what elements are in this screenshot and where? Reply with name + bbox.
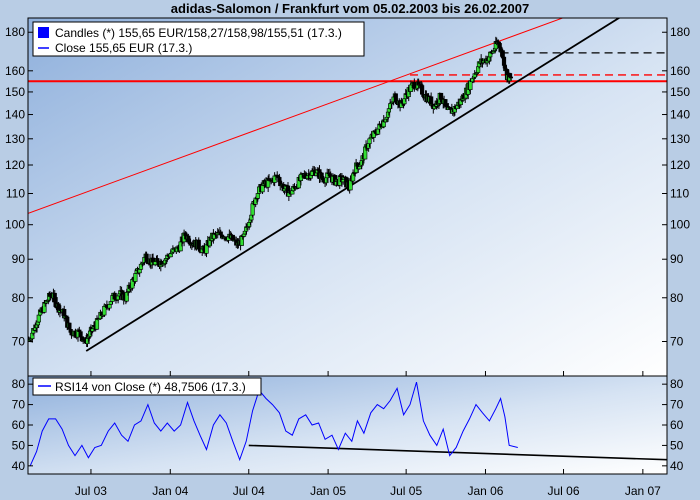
- candle-body: [260, 185, 265, 193]
- rsi-line: [29, 381, 518, 467]
- price-y-axis: 70 70 80 80 90 90 100 100 110 110 120 120 130 130 140 1…: [5, 25, 690, 348]
- chart-title: adidas-Salomon / Frankfurt vom 05.02.200…: [171, 1, 529, 16]
- candlestick-series: [28, 36, 514, 348]
- indicator-legend: RSI14 von Close (*) 48,7506 (17.3.): [32, 377, 262, 396]
- price-y-tick-label-right: 110: [670, 186, 689, 200]
- x-tick-label: Jan 04: [152, 484, 188, 498]
- indicator-y-axis: 40 40 50 50 60 60 70 70 80 80: [12, 377, 684, 473]
- price-panel-background: [28, 18, 667, 376]
- price-y-tick-label-right: 80: [670, 291, 684, 305]
- indicator-y-tick-label-left: 80: [12, 377, 26, 391]
- indicator-y-tick-label-right: 80: [670, 377, 684, 391]
- x-tick-label: Jul 06: [548, 484, 580, 498]
- x-tick-label: Jul 04: [233, 484, 265, 498]
- x-tick-label: Jan 06: [467, 484, 503, 498]
- indicator-y-tick-label-right: 60: [670, 418, 684, 432]
- candle-body: [438, 92, 444, 100]
- price-y-tick-label-right: 160: [670, 64, 690, 78]
- candle-body: [357, 166, 362, 170]
- indicator-annotations: [248, 444, 667, 461]
- x-tick-label: Jan 07: [625, 484, 661, 498]
- price-y-tick-label-right: 70: [670, 335, 684, 349]
- price-legend: Candles (*) 155,65 EUR/158,27/158,98/155…: [32, 21, 365, 57]
- candle-body: [255, 193, 260, 199]
- candle-body: [107, 304, 112, 309]
- candle-body: [501, 56, 507, 66]
- price-annotations: [28, 18, 667, 352]
- candle-body: [137, 269, 142, 274]
- price-y-tick-label-right: 140: [670, 108, 690, 122]
- price-y-tick-label-right: 120: [670, 158, 690, 172]
- price-y-tick-label-right: 130: [670, 132, 690, 146]
- price-y-tick-label-right: 150: [670, 85, 690, 99]
- price-trend-line: [28, 18, 565, 214]
- price-y-tick-label-left: 70: [12, 335, 26, 349]
- indicator-y-tick-label-right: 70: [670, 398, 684, 412]
- candle-body: [367, 138, 372, 144]
- legend-rsi-label: RSI14 von Close (*) 48,7506 (17.3.): [55, 380, 246, 394]
- price-y-tick-label-left: 90: [12, 252, 26, 266]
- price-y-tick-label-left: 180: [5, 25, 25, 39]
- candle-body: [508, 76, 514, 79]
- price-y-tick-label-right: 100: [670, 218, 690, 232]
- price-legend-box: [32, 21, 365, 57]
- indicator-y-tick-label-left: 60: [12, 418, 26, 432]
- candle-body: [78, 331, 83, 338]
- legend-candles-swatch-icon: [38, 27, 49, 38]
- rsi-series: [29, 381, 518, 467]
- price-trend-line: [85, 18, 621, 352]
- legend-close-label: Close 155,65 EUR (17.3.): [55, 41, 192, 55]
- x-axis: Jul 03 Jan 04 Jul 04 Jan 05 Jul 05 Jan 06 Jul …: [75, 371, 661, 498]
- candle-body: [196, 239, 201, 250]
- price-y-tick-label-left: 100: [5, 218, 25, 232]
- candle-body: [250, 203, 255, 216]
- indicator-y-tick-label-left: 50: [12, 438, 26, 452]
- price-y-tick-label-left: 130: [5, 132, 25, 146]
- price-y-tick-label-left: 160: [5, 64, 25, 78]
- rsi-trend-line: [248, 444, 667, 461]
- x-tick-label: Jan 05: [310, 484, 346, 498]
- price-y-tick-label-right: 90: [670, 252, 684, 266]
- legend-candles-label: Candles (*) 155,65 EUR/158,27/158,98/155…: [55, 26, 342, 40]
- indicator-y-tick-label-left: 40: [12, 459, 26, 473]
- indicator-y-tick-label-left: 70: [12, 398, 26, 412]
- indicator-y-tick-label-right: 50: [670, 438, 684, 452]
- indicator-legend-box: [32, 377, 262, 396]
- price-y-tick-label-left: 150: [5, 85, 25, 99]
- candle-body: [468, 80, 473, 90]
- price-y-tick-label-left: 140: [5, 108, 25, 122]
- price-y-tick-label-right: 180: [670, 25, 690, 39]
- candle-body: [133, 273, 138, 282]
- candle-body: [67, 322, 72, 330]
- price-y-tick-label-left: 120: [5, 158, 25, 172]
- price-y-tick-label-left: 110: [6, 186, 25, 200]
- x-tick-label: Jul 05: [390, 484, 422, 498]
- price-y-tick-label-left: 80: [12, 291, 26, 305]
- indicator-y-tick-label-right: 40: [670, 459, 684, 473]
- x-tick-label: Jul 03: [75, 484, 107, 498]
